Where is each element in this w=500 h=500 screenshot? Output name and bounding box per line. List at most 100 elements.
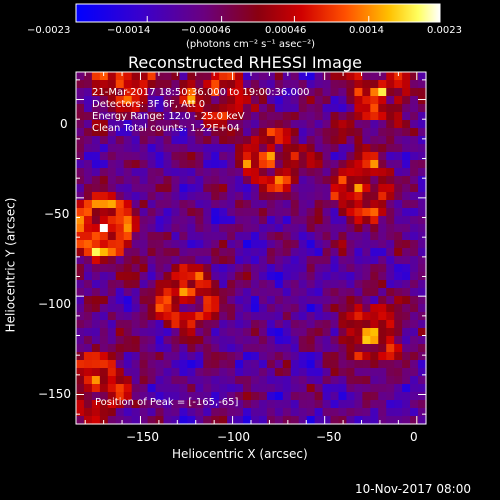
- heatmap-cell: [171, 152, 180, 161]
- heatmap-cell: [290, 416, 300, 425]
- heatmap-cell: [76, 144, 85, 153]
- heatmap-cell: [163, 216, 173, 225]
- heatmap-cell: [378, 272, 387, 281]
- heatmap-cell: [227, 184, 236, 193]
- heatmap-cell: [266, 360, 276, 369]
- heatmap-cell: [274, 216, 284, 225]
- heatmap-cell: [266, 416, 276, 425]
- heatmap-cell: [274, 392, 284, 401]
- heatmap-cell: [99, 376, 109, 385]
- heatmap-cell: [115, 176, 125, 185]
- heatmap-cell: [147, 96, 157, 105]
- heatmap-cell: [410, 312, 419, 321]
- heatmap-cell: [123, 328, 133, 337]
- heatmap-cell: [91, 136, 101, 145]
- heatmap-cell: [274, 280, 284, 289]
- heatmap-cell: [314, 224, 324, 233]
- heatmap-cell: [211, 264, 220, 273]
- heatmap-cell: [179, 368, 188, 377]
- heatmap-cell: [378, 200, 387, 209]
- heatmap-cell: [107, 272, 117, 281]
- heatmap-cell: [410, 104, 419, 113]
- heatmap-cell: [290, 384, 300, 393]
- heatmap-cell: [362, 240, 371, 249]
- heatmap-cell: [330, 336, 340, 345]
- heatmap-cell: [171, 288, 180, 297]
- heatmap-cell: [131, 336, 141, 345]
- heatmap-cell: [171, 280, 180, 289]
- heatmap-cell: [330, 344, 340, 353]
- heatmap-cell: [330, 240, 340, 249]
- heatmap-cell: [171, 256, 180, 265]
- heatmap-cell: [410, 80, 419, 89]
- heatmap-cell: [83, 376, 93, 385]
- heatmap-cell: [418, 208, 427, 217]
- heatmap-cell: [83, 208, 93, 217]
- heatmap-cell: [83, 400, 93, 409]
- heatmap-cell: [354, 336, 363, 345]
- heatmap-cell: [131, 144, 141, 153]
- heatmap-cell: [418, 248, 427, 257]
- heatmap-cell: [195, 304, 204, 313]
- heatmap-cell: [219, 112, 228, 121]
- heatmap-cell: [306, 320, 316, 329]
- heatmap-cell: [243, 256, 252, 265]
- heatmap-cell: [306, 96, 316, 105]
- heatmap-cells: [76, 72, 427, 425]
- heatmap-cell: [171, 136, 180, 145]
- heatmap-cell: [107, 304, 117, 313]
- heatmap-cell: [91, 320, 101, 329]
- heatmap-cell: [83, 264, 93, 273]
- heatmap-cell: [354, 304, 363, 313]
- heatmap-cell: [107, 312, 117, 321]
- heatmap-cell: [219, 296, 228, 305]
- heatmap-cell: [115, 320, 125, 329]
- heatmap-cell: [362, 400, 371, 409]
- heatmap-cell: [386, 232, 395, 241]
- heatmap-cell: [410, 88, 419, 97]
- heatmap-cell: [314, 168, 324, 177]
- heatmap-cell: [139, 280, 149, 289]
- heatmap-cell: [314, 368, 324, 377]
- heatmap-cell: [322, 368, 332, 377]
- heatmap-cell: [211, 144, 220, 153]
- heatmap-cell: [394, 184, 403, 193]
- heatmap-cell: [298, 216, 308, 225]
- heatmap-cell: [227, 328, 236, 337]
- heatmap-cell: [330, 320, 340, 329]
- heatmap-cell: [99, 72, 109, 81]
- heatmap-cell: [99, 112, 109, 121]
- heatmap-cell: [274, 144, 284, 153]
- heatmap-cell: [314, 208, 324, 217]
- heatmap-cell: [274, 176, 284, 185]
- heatmap-cell: [330, 176, 340, 185]
- heatmap-cell: [243, 336, 252, 345]
- heatmap-cell: [243, 192, 252, 201]
- heatmap-cell: [83, 352, 93, 361]
- heatmap-cell: [266, 240, 276, 249]
- heatmap-cell: [362, 416, 371, 425]
- heatmap-cell: [123, 200, 133, 209]
- heatmap-cell: [394, 120, 403, 129]
- heatmap-cell: [179, 272, 188, 281]
- heatmap-cell: [266, 224, 276, 233]
- heatmap-cell: [155, 296, 165, 305]
- heatmap-cell: [290, 136, 300, 145]
- heatmap-cell: [290, 352, 300, 361]
- heatmap-cell: [203, 80, 212, 89]
- heatmap-cell: [386, 344, 395, 353]
- heatmap-cell: [243, 72, 252, 81]
- heatmap-cell: [187, 352, 196, 361]
- heatmap-cell: [243, 392, 252, 401]
- heatmap-cell: [187, 216, 196, 225]
- heatmap-cell: [394, 208, 403, 217]
- heatmap-cell: [91, 88, 101, 97]
- heatmap-cell: [386, 224, 395, 233]
- heatmap-cell: [243, 368, 252, 377]
- heatmap-cell: [394, 296, 403, 305]
- heatmap-cell: [298, 104, 308, 113]
- heatmap-cell: [274, 80, 284, 89]
- heatmap-cell: [346, 160, 355, 169]
- heatmap-cell: [155, 176, 165, 185]
- heatmap-cell: [115, 392, 125, 401]
